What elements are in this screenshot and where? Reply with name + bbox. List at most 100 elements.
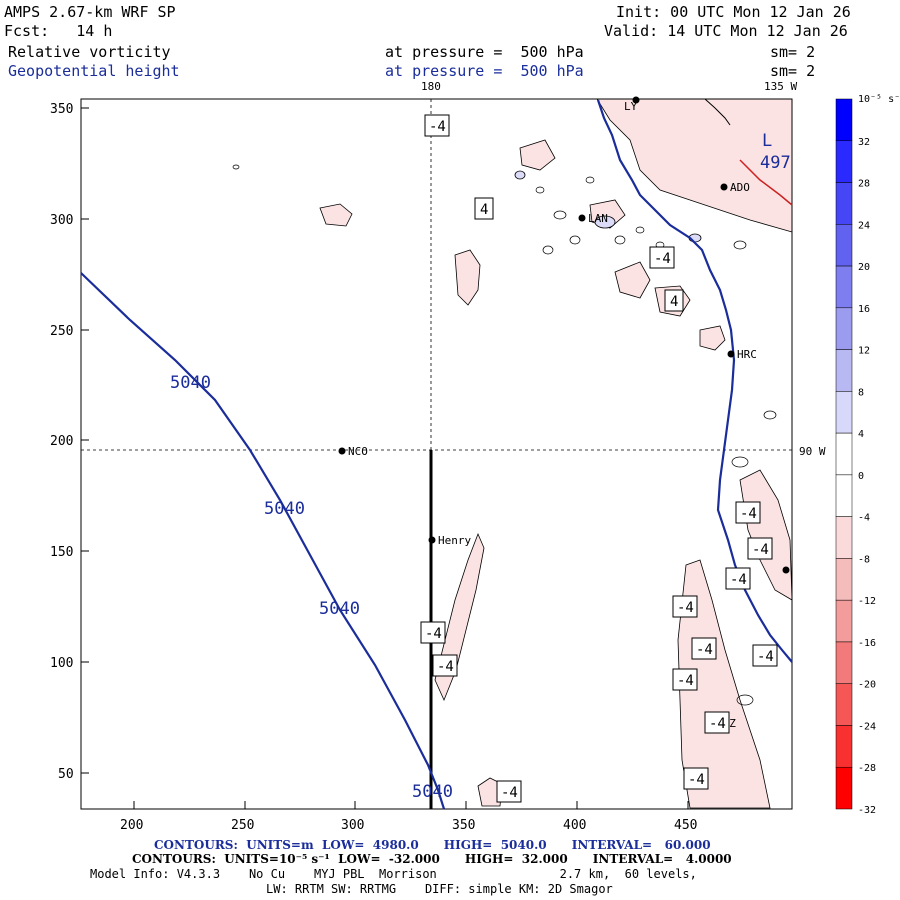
y-tick-label: 350 bbox=[50, 102, 73, 117]
vort-area bbox=[614, 261, 651, 299]
vort-label-box: -4 bbox=[649, 246, 675, 269]
colorbar-segment bbox=[835, 391, 853, 434]
vort-label-box: -4 bbox=[735, 501, 761, 524]
zero-contours bbox=[232, 164, 777, 706]
colorbar-tick-label: 8 bbox=[858, 387, 864, 398]
colorbar-tick-label: -20 bbox=[858, 680, 876, 691]
y-tick-label: 300 bbox=[50, 213, 73, 228]
colorbar-tick-label: 20 bbox=[858, 262, 870, 273]
colorbar-segment bbox=[835, 265, 853, 309]
colorbar-segment bbox=[835, 474, 853, 517]
lon-label-90w: 90 W bbox=[799, 445, 826, 458]
vort-area bbox=[514, 170, 526, 180]
x-tick-label: 350 bbox=[452, 818, 475, 833]
vort-contour bbox=[542, 245, 554, 255]
svg-text:-4: -4 bbox=[752, 542, 769, 558]
svg-text:-4: -4 bbox=[688, 772, 705, 788]
colorbar-tick-label: -16 bbox=[858, 638, 876, 649]
svg-text:-4: -4 bbox=[709, 716, 726, 732]
station-label: Henry bbox=[438, 534, 471, 547]
colorbar-units: 10⁻⁵ s⁻¹ bbox=[858, 94, 900, 105]
vort-label-box: -4 bbox=[683, 767, 709, 790]
svg-text:-4: -4 bbox=[696, 642, 713, 658]
station-marker bbox=[727, 350, 735, 358]
vort-contour bbox=[763, 410, 777, 420]
y-tick-label: 200 bbox=[50, 434, 73, 449]
colorbar-segment bbox=[835, 140, 853, 183]
svg-text:4: 4 bbox=[670, 294, 678, 310]
colorbar-tick-label: -32 bbox=[858, 805, 876, 816]
svg-text:-4: -4 bbox=[677, 673, 694, 689]
colorbar-segment bbox=[835, 725, 853, 768]
station-label: LAN bbox=[588, 212, 608, 225]
vort-label-box: -4 bbox=[496, 780, 522, 803]
colorbar-tick-label: 0 bbox=[858, 471, 864, 482]
height-label: 5040 bbox=[170, 373, 211, 393]
colorbar-tick-label: 4 bbox=[858, 429, 864, 440]
plot-frame bbox=[80, 98, 793, 810]
vort-area bbox=[519, 139, 556, 171]
field-2-name: Geopotential height bbox=[8, 62, 180, 80]
model-info: Model Info: V4.3.3 No Cu MYJ PBL Morriso… bbox=[90, 867, 697, 881]
height-contour-info: CONTOURS: UNITS=m LOW= 4980.0 HIGH= 5040… bbox=[154, 838, 711, 852]
field-2-level: at pressure = 500 hPa bbox=[385, 62, 584, 80]
colorbar-segment bbox=[835, 516, 853, 559]
lon-label-135w: 135 W bbox=[764, 80, 798, 93]
vort-contour bbox=[635, 226, 645, 234]
svg-text:-4: -4 bbox=[437, 659, 454, 675]
colorbar-tick-label: 28 bbox=[858, 179, 870, 190]
coastline-north bbox=[704, 98, 731, 126]
colorbar-segment bbox=[835, 349, 853, 392]
vort-label-box: -4 bbox=[672, 595, 698, 618]
low-marker: L bbox=[762, 131, 772, 151]
vort-contour bbox=[614, 235, 626, 245]
svg-text:-4: -4 bbox=[757, 649, 774, 665]
vort-area bbox=[699, 325, 726, 351]
vort-label-box: -4 bbox=[691, 637, 717, 660]
colorbar-segment bbox=[835, 683, 853, 726]
colorbar-segment bbox=[835, 224, 853, 267]
height-label: 5040 bbox=[319, 599, 360, 619]
height-contour-5040 bbox=[80, 272, 446, 810]
vort-label-box: -4 bbox=[747, 537, 773, 560]
field-1-level: at pressure = 500 hPa bbox=[385, 43, 584, 61]
svg-text:-4: -4 bbox=[677, 600, 694, 616]
x-tick-label: 400 bbox=[563, 818, 586, 833]
field-1-name: Relative vorticity bbox=[8, 43, 171, 61]
vorticity-labels: -4 4 -4 4 -4 -4 -4 -4 -4 -4 -4 -4 -4 -4 … bbox=[420, 114, 778, 803]
y-tick-label: 250 bbox=[50, 324, 73, 339]
vort-area bbox=[319, 203, 353, 227]
forecast-hour: Fcst: 14 h bbox=[4, 22, 113, 40]
model-title: AMPS 2.67-km WRF SP bbox=[4, 3, 176, 21]
colorbar-tick-label: 32 bbox=[858, 137, 870, 148]
vort-label-box: -4 bbox=[420, 621, 446, 644]
colorbar-segment bbox=[835, 182, 853, 225]
colorbar-tick-label: 24 bbox=[858, 220, 870, 231]
physics-info: LW: RRTM SW: RRTMG DIFF: simple KM: 2D S… bbox=[266, 882, 613, 896]
vort-label-box: -4 bbox=[672, 668, 698, 691]
x-tick-label: 200 bbox=[120, 818, 143, 833]
station-marker bbox=[338, 447, 346, 455]
colorbar-tick-label: -24 bbox=[858, 721, 876, 732]
lon-label-180: 180 bbox=[421, 80, 441, 93]
vort-contour bbox=[232, 164, 240, 170]
vorticity-contour-info: CONTOURS: UNITS=10⁻⁵ s⁻¹ LOW= -32.000 HI… bbox=[132, 852, 732, 866]
vort-area bbox=[594, 215, 616, 229]
field-2-smooth: sm= 2 bbox=[770, 62, 816, 80]
station-label: ADO bbox=[730, 181, 750, 194]
vort-label-box: -4 bbox=[432, 654, 458, 677]
station-label: NCO bbox=[348, 445, 368, 458]
colorbar-segment bbox=[835, 432, 853, 476]
station-marker bbox=[782, 566, 790, 574]
x-tick-label: 450 bbox=[674, 818, 697, 833]
x-tick-label: 250 bbox=[231, 818, 254, 833]
colorbar-segment bbox=[835, 98, 853, 142]
svg-text:-4: -4 bbox=[429, 119, 446, 135]
colorbar bbox=[835, 98, 853, 810]
height-label: 5040 bbox=[412, 782, 453, 802]
svg-text:-4: -4 bbox=[740, 506, 757, 522]
axis-ticks bbox=[81, 107, 689, 809]
station-label: HRC bbox=[737, 348, 757, 361]
station-marker bbox=[720, 183, 728, 191]
